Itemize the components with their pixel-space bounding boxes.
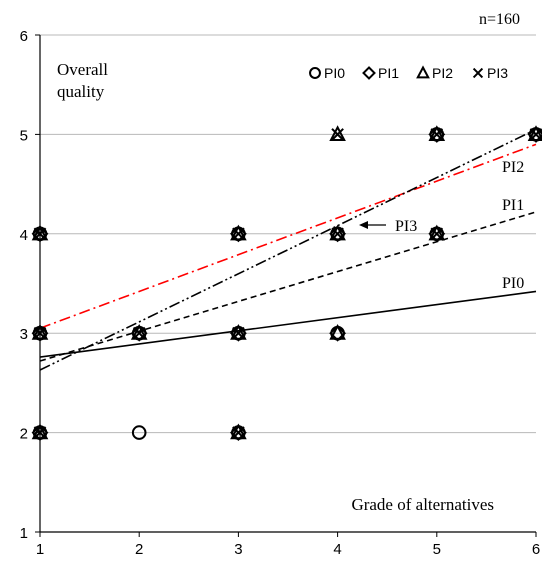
x-tick-label: 4 <box>333 541 341 558</box>
x-axis-title: Grade of alternatives <box>351 495 494 514</box>
y-axis-title: Overall quality <box>57 60 108 101</box>
cross-stroke <box>232 326 245 340</box>
data-point-pi1 <box>428 225 446 243</box>
trend-label-pi1: PI1 <box>502 197 524 214</box>
text-labels: n=160 Overall quality Grade of alternativ… <box>57 11 520 514</box>
data-point-pi1 <box>31 225 49 243</box>
series-pi1-points <box>31 125 542 442</box>
x-tick-label: 5 <box>433 541 441 558</box>
data-point-pi2 <box>230 224 247 241</box>
data-point-pi1 <box>428 125 446 143</box>
data-points <box>31 125 542 442</box>
data-point-pi2 <box>428 224 446 241</box>
data-point-pi3 <box>232 326 245 340</box>
series-pi3-points <box>33 128 542 439</box>
trend-line-pi1 <box>39 211 537 362</box>
data-point-pi1 <box>229 424 247 442</box>
trend-line-pi0 <box>39 290 537 358</box>
data-point-pi3 <box>132 326 146 340</box>
cross-stroke <box>430 128 444 141</box>
cross-stroke <box>331 227 344 241</box>
trend-lines: PI0 PI1 PI2 PI3 <box>39 128 537 371</box>
data-point-pi1 <box>31 424 49 442</box>
data-point-pi2 <box>130 324 148 340</box>
data-point-pi0 <box>131 425 147 440</box>
y-axis-title-line: Overall <box>57 60 108 79</box>
data-point-pi2 <box>329 324 346 340</box>
x-tick-label: 1 <box>36 541 44 558</box>
cross-stroke <box>430 227 444 241</box>
data-point-pi2 <box>31 324 49 340</box>
cross-stroke <box>33 227 47 241</box>
arrowhead-icon <box>359 221 368 229</box>
cross-stroke <box>472 67 484 79</box>
cross-stroke <box>232 227 245 241</box>
y-tick-label: 3 <box>20 326 28 343</box>
data-point-pi3 <box>232 227 245 241</box>
cross-stroke <box>232 426 245 439</box>
data-point-pi2 <box>329 224 346 241</box>
y-tick-label: 6 <box>20 28 28 45</box>
data-point-pi1 <box>229 324 247 342</box>
legend-label-pi1: PI1 <box>378 65 399 81</box>
data-point-pi1 <box>527 125 542 143</box>
y-tick-label: 4 <box>20 227 28 244</box>
cross-stroke <box>132 326 146 340</box>
trend-line-pi3 <box>39 128 537 371</box>
trend-line-pi2 <box>39 143 537 329</box>
data-point-pi1 <box>31 324 49 342</box>
trend-label-pi3: PI3 <box>395 218 417 235</box>
series-pi2-points <box>31 125 542 440</box>
legend-marker-pi1 <box>362 66 376 80</box>
series-pi0-points <box>32 127 542 440</box>
data-point-pi3 <box>430 227 444 241</box>
x-tick-label: 3 <box>234 541 242 558</box>
data-point-pi2 <box>329 125 346 141</box>
data-point-pi3 <box>33 326 47 340</box>
legend-marker-pi3 <box>472 67 484 79</box>
data-point-pi2 <box>230 423 247 440</box>
x-tick-label: 6 <box>532 541 540 558</box>
grid-lines <box>40 34 536 434</box>
data-point-pi3 <box>33 227 47 241</box>
data-point-pi2 <box>527 125 542 141</box>
cross-stroke <box>529 128 542 141</box>
trend-label-pi2: PI2 <box>502 159 524 176</box>
y-tick-label: 5 <box>20 127 28 144</box>
cross-stroke <box>33 426 47 439</box>
data-point-pi3 <box>430 128 444 141</box>
data-point-pi1 <box>329 324 347 342</box>
data-point-pi3 <box>529 128 542 141</box>
data-point-pi1 <box>229 225 247 243</box>
sample-size-annotation: n=160 <box>479 11 520 28</box>
y-tick-label: 1 <box>20 525 28 542</box>
legend-marker-pi2 <box>416 65 430 79</box>
data-point-pi2 <box>31 423 49 440</box>
data-point-pi3 <box>331 227 344 241</box>
data-point-pi3 <box>232 426 245 439</box>
data-point-pi1 <box>329 225 347 243</box>
trend-label-pi0: PI0 <box>502 275 524 292</box>
legend-marker-pi0 <box>309 67 321 79</box>
data-point-pi2 <box>428 125 446 141</box>
data-point-pi1 <box>130 324 148 342</box>
data-point-pi2 <box>230 324 247 340</box>
data-point-pi2 <box>31 224 49 241</box>
data-point-pi3 <box>331 128 344 141</box>
y-tick-label: 2 <box>20 426 28 443</box>
legend-label-pi0: PI0 <box>324 65 345 81</box>
legend-label-pi2: PI2 <box>432 65 453 81</box>
legend: PI0 PI1 PI2 PI3 <box>309 65 508 81</box>
data-point-pi3 <box>33 426 47 439</box>
x-tick-label: 2 <box>135 541 143 558</box>
legend-label-pi3: PI3 <box>487 65 508 81</box>
axes: 1 2 3 4 5 6 1 2 3 4 5 6 <box>20 28 541 558</box>
cross-stroke <box>33 326 47 340</box>
cross-stroke <box>331 128 344 141</box>
y-axis-title-line: quality <box>57 82 105 101</box>
